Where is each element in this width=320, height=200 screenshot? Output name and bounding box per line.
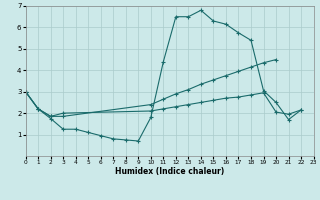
X-axis label: Humidex (Indice chaleur): Humidex (Indice chaleur) [115,167,224,176]
